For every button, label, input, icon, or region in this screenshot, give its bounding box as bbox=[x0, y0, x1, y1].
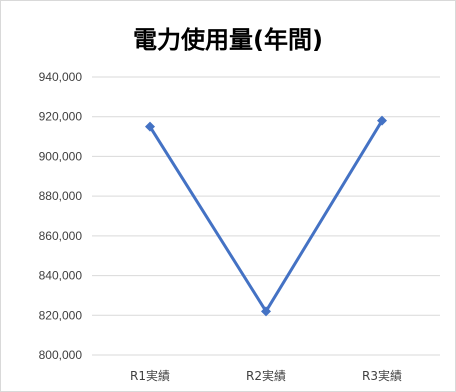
y-tick-label: 880,000 bbox=[39, 189, 83, 203]
data-point-marker bbox=[145, 121, 155, 132]
series-line bbox=[148, 119, 384, 313]
series-group bbox=[145, 115, 387, 317]
data-point-marker bbox=[261, 306, 271, 317]
y-axis-labels: 800,000 820,000 840,000 860,000 880,000 900,0… bbox=[39, 70, 83, 362]
gridlines bbox=[92, 76, 440, 356]
chart-title: 電力使用量(年間) bbox=[133, 26, 323, 54]
y-tick-label: 920,000 bbox=[39, 110, 83, 124]
y-tick-label: 800,000 bbox=[39, 348, 83, 362]
x-tick-label: R2実績 bbox=[246, 368, 286, 383]
data-point-marker bbox=[377, 115, 387, 126]
y-tick-label: 900,000 bbox=[39, 149, 83, 163]
x-tick-label: R1実績 bbox=[130, 368, 170, 383]
y-tick-label: 940,000 bbox=[39, 70, 83, 84]
y-tick-label: 820,000 bbox=[39, 308, 83, 322]
x-axis-labels: R1実績 R2実績 R3実績 bbox=[130, 368, 402, 383]
y-tick-label: 840,000 bbox=[39, 269, 83, 283]
y-tick-label: 860,000 bbox=[39, 229, 83, 243]
x-tick-label: R3実績 bbox=[362, 368, 402, 383]
